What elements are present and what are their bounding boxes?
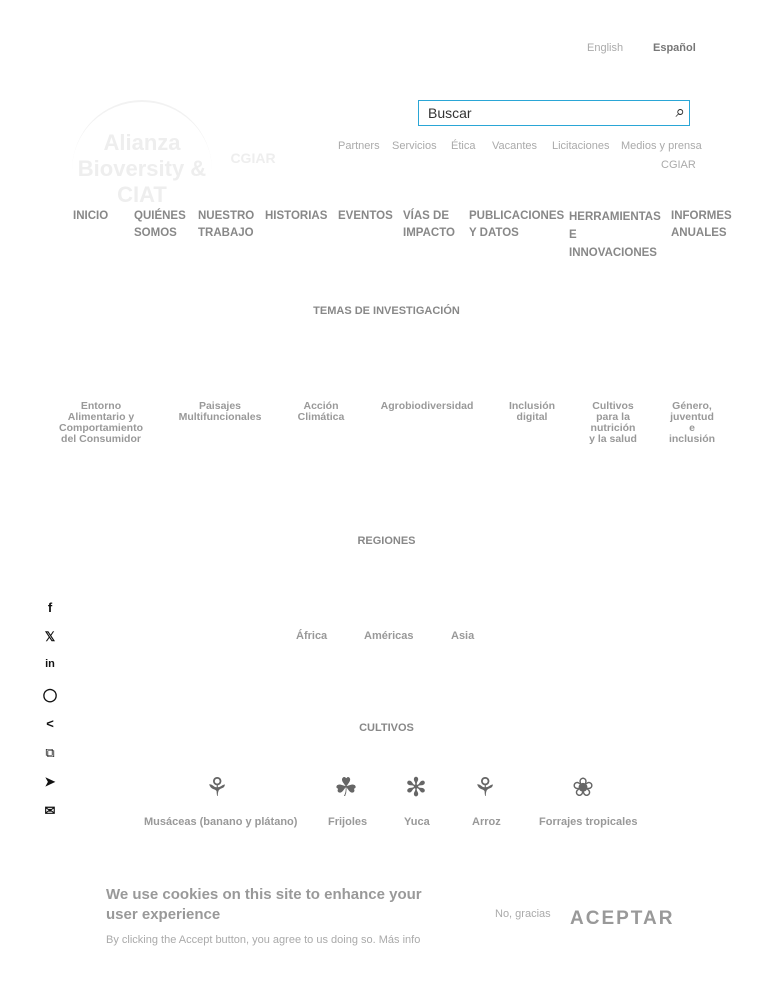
lang-spanish[interactable]: Español bbox=[653, 42, 696, 54]
telegram-icon[interactable]: ➤ bbox=[44, 774, 56, 789]
share-icon[interactable]: < bbox=[46, 716, 54, 731]
util-etica[interactable]: Ética bbox=[451, 140, 476, 152]
regiones-heading: REGIONES bbox=[357, 535, 416, 547]
cassava-icon[interactable]: ✻ bbox=[405, 772, 427, 802]
topic-genero[interactable]: Género, juventud e inclusión bbox=[668, 400, 716, 445]
nav-herramientas[interactable]: HERRAMIENTAS E INNOVACIONES bbox=[569, 211, 661, 259]
util-servicios[interactable]: Servicios bbox=[392, 140, 437, 152]
util-licitaciones[interactable]: Licitaciones bbox=[552, 140, 610, 152]
email-icon[interactable]: ✉ bbox=[44, 803, 56, 818]
crop-yuca[interactable]: Yuca bbox=[404, 816, 430, 828]
util-vacantes[interactable]: Vacantes bbox=[492, 140, 538, 152]
linkedin-icon[interactable]: in bbox=[45, 658, 55, 670]
region-americas[interactable]: Américas bbox=[364, 630, 414, 642]
temas-heading: TEMAS DE INVESTIGACIÓN bbox=[313, 305, 460, 317]
search-icon[interactable]: ⌕ bbox=[675, 102, 685, 121]
alianza-logo[interactable]: Alianza Bioversity & CIAT bbox=[72, 100, 212, 207]
mas-info-link[interactable]: Más info bbox=[378, 934, 421, 946]
topic-inclusion-digital[interactable]: Inclusión digital bbox=[508, 400, 556, 423]
nav-nuestro-trabajo[interactable]: NUESTRO TRABAJO bbox=[198, 210, 255, 239]
util-partners[interactable]: Partners bbox=[338, 140, 380, 152]
nav-vias-impacto[interactable]: VÍAS DE IMPACTO bbox=[403, 210, 455, 239]
crop-frijoles[interactable]: Frijoles bbox=[328, 816, 368, 828]
search-input[interactable]: Buscar ⌕ bbox=[418, 100, 690, 126]
crop-musaceas[interactable]: Musáceas (banano y plátano) bbox=[144, 816, 298, 828]
util-medios[interactable]: Medios y prensa bbox=[621, 140, 702, 152]
lang-english[interactable]: English bbox=[587, 42, 624, 54]
whatsapp-icon[interactable]: ◯ bbox=[42, 687, 58, 702]
region-asia[interactable]: Asia bbox=[451, 630, 475, 642]
topic-entorno[interactable]: Entorno Alimentario y Comportamiento del… bbox=[59, 400, 143, 445]
util-cgiar[interactable]: CGIAR bbox=[661, 159, 696, 171]
nav-inicio[interactable]: INICIO bbox=[73, 210, 109, 222]
nav-eventos[interactable]: EVENTOS bbox=[338, 210, 393, 222]
banana-icon[interactable]: ⚘ bbox=[205, 772, 229, 802]
cgiar-logo[interactable]: CGIAR bbox=[230, 150, 276, 166]
topic-accion-climatica[interactable]: Acción Climática bbox=[297, 400, 345, 423]
topic-agrobiodiversidad[interactable]: Agrobiodiversidad bbox=[380, 400, 474, 412]
forage-icon[interactable]: ❀ bbox=[572, 772, 594, 802]
crop-forrajes[interactable]: Forrajes tropicales bbox=[539, 816, 638, 828]
cookie-title: We use cookies on this site to enhance y… bbox=[106, 886, 422, 923]
facebook-icon[interactable]: f bbox=[47, 600, 53, 615]
topic-paisajes[interactable]: Paisajes Multifuncionales bbox=[178, 400, 262, 423]
accept-button[interactable]: ACEPTAR bbox=[570, 908, 675, 929]
nav-publicaciones[interactable]: PUBLICACIONES Y DATOS bbox=[469, 210, 565, 239]
x-icon[interactable]: 𝕏 bbox=[44, 629, 56, 644]
copy-icon[interactable]: ⧉ bbox=[45, 745, 55, 760]
topic-cultivos-nutricion[interactable]: Cultivos para la nutrición y la salud bbox=[589, 400, 637, 445]
cookie-text: By clicking the Accept button, you agree… bbox=[106, 934, 421, 946]
nav-quienes-somos[interactable]: QUIÉNES SOMOS bbox=[134, 210, 186, 239]
nav-historias[interactable]: HISTORIAS bbox=[265, 210, 328, 222]
region-africa[interactable]: África bbox=[296, 630, 328, 642]
nav-informes[interactable]: INFORMES ANUALES bbox=[671, 210, 732, 239]
rice-icon[interactable]: ⚘ bbox=[473, 772, 497, 802]
decline-button[interactable]: No, gracias bbox=[495, 908, 551, 920]
cultivos-heading: CULTIVOS bbox=[359, 722, 414, 734]
crop-arroz[interactable]: Arroz bbox=[472, 816, 501, 828]
bean-icon[interactable]: ☘ bbox=[334, 772, 358, 802]
